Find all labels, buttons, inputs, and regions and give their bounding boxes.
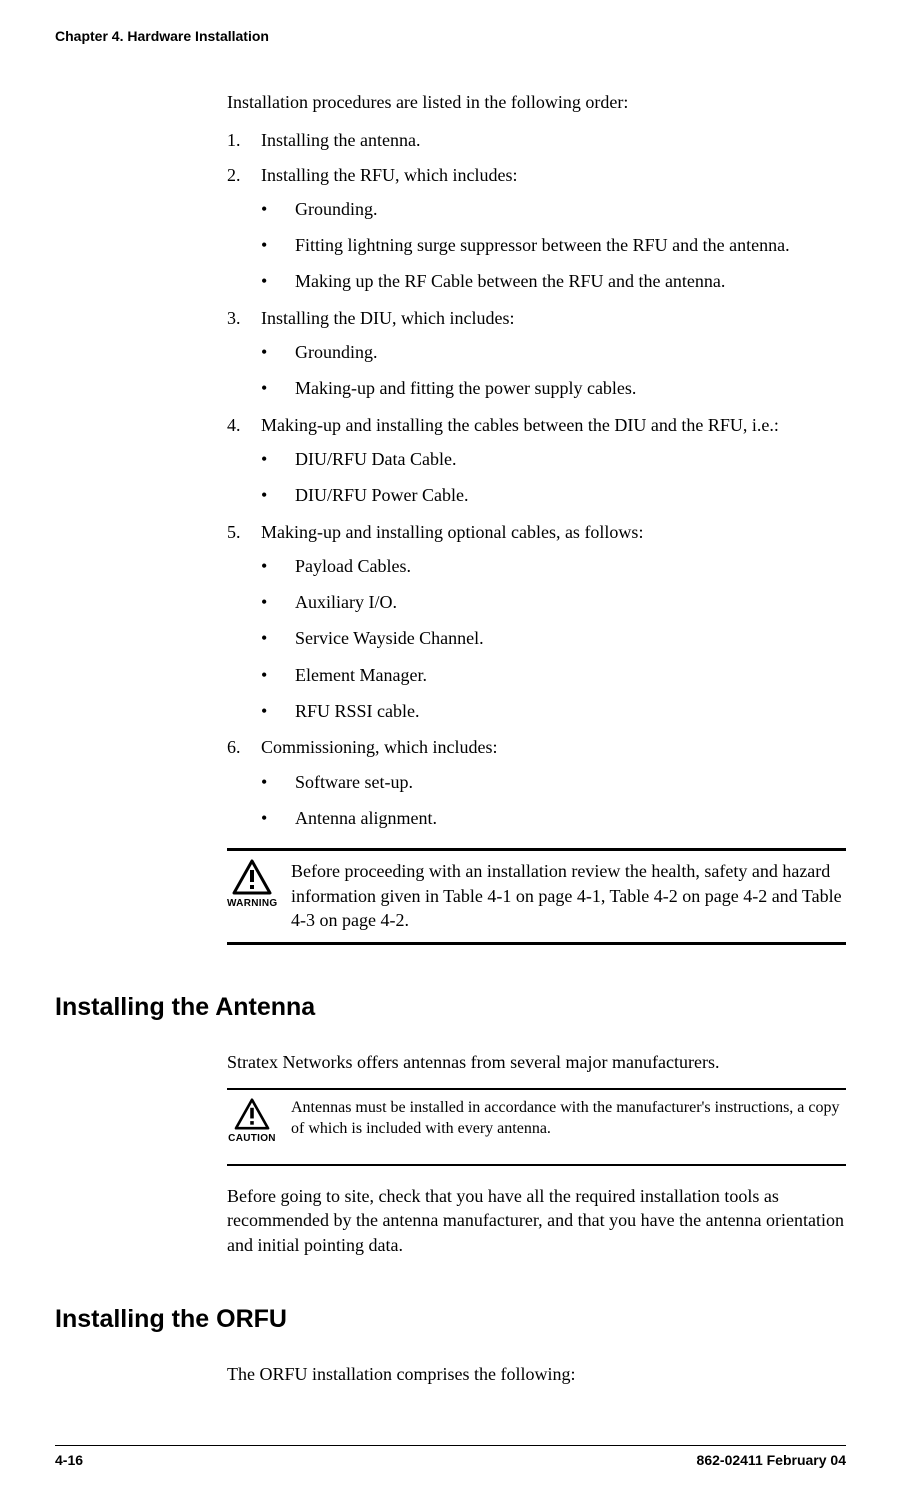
page-number: 4-16 [55,1452,83,1468]
divider [227,1088,846,1090]
list-text: Making-up and installing optional cables… [261,522,643,542]
doc-id: 862-02411 February 04 [697,1452,846,1468]
list-number: 2. [227,163,241,187]
divider [227,942,846,945]
list-item: 1. Installing the antenna. [227,128,846,152]
sub-list-item: Antenna alignment. [261,806,846,830]
sub-list: Payload Cables. Auxiliary I/O. Service W… [261,554,846,723]
antenna-followup: Before going to site, check that you hav… [227,1184,846,1257]
sub-list-item: Service Wayside Channel. [261,626,846,650]
list-item: 4. Making-up and installing the cables b… [227,413,846,508]
orfu-intro: The ORFU installation comprises the foll… [227,1362,846,1386]
sub-list: Grounding. Making-up and fitting the pow… [261,340,846,401]
page-footer: 4-16 862-02411 February 04 [55,1445,846,1468]
divider [227,848,846,851]
intro-paragraph: Installation procedures are listed in th… [227,90,846,114]
list-number: 6. [227,735,241,759]
divider [227,1164,846,1166]
caution-text: Antennas must be installed in accordance… [291,1098,846,1140]
sub-list-item: Auxiliary I/O. [261,590,846,614]
warning-icon [227,859,277,895]
sub-list-item: Grounding. [261,197,846,221]
list-text: Making-up and installing the cables betw… [261,415,779,435]
sub-list: DIU/RFU Data Cable. DIU/RFU Power Cable. [261,447,846,508]
warning-callout: WARNING Before proceeding with an instal… [227,859,846,932]
list-text: Installing the antenna. [261,130,420,150]
caution-callout: CAUTION Antennas must be installed in ac… [227,1098,846,1146]
sub-list-item: Payload Cables. [261,554,846,578]
sub-list-item: Grounding. [261,340,846,364]
list-item: 5. Making-up and installing optional cab… [227,520,846,724]
sub-list-item: DIU/RFU Power Cable. [261,483,846,507]
section-heading-antenna: Installing the Antenna [55,993,846,1022]
sub-list-item: DIU/RFU Data Cable. [261,447,846,471]
sub-list-item: Element Manager. [261,663,846,687]
caution-label: CAUTION [227,1132,277,1146]
chapter-header: Chapter 4. Hardware Installation [55,28,846,44]
list-item: 3. Installing the DIU, which includes: G… [227,306,846,401]
list-text: Installing the RFU, which includes: [261,165,517,185]
list-number: 4. [227,413,241,437]
footer-rule [55,1445,846,1446]
list-item: 6. Commissioning, which includes: Softwa… [227,735,846,830]
sub-list-item: Software set-up. [261,770,846,794]
antenna-intro: Stratex Networks offers antennas from se… [227,1050,846,1074]
sub-list: Grounding. Fitting lightning surge suppr… [261,197,846,294]
warning-text: Before proceeding with an installation r… [291,859,846,932]
sub-list: Software set-up. Antenna alignment. [261,770,846,831]
sub-list-item: Making-up and fitting the power supply c… [261,376,846,400]
section-heading-orfu: Installing the ORFU [55,1305,846,1334]
procedure-list: 1. Installing the antenna. 2. Installing… [227,128,846,830]
list-text: Commissioning, which includes: [261,737,498,757]
list-text: Installing the DIU, which includes: [261,308,514,328]
sub-list-item: Making up the RF Cable between the RFU a… [261,269,846,293]
warning-label: WARNING [227,897,277,911]
list-item: 2. Installing the RFU, which includes: G… [227,163,846,294]
list-number: 3. [227,306,241,330]
list-number: 5. [227,520,241,544]
caution-icon [227,1098,277,1130]
sub-list-item: RFU RSSI cable. [261,699,846,723]
list-number: 1. [227,128,241,152]
sub-list-item: Fitting lightning surge suppressor betwe… [261,233,846,257]
